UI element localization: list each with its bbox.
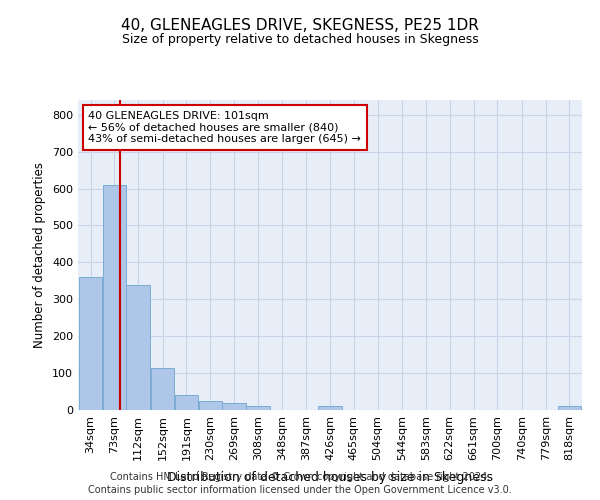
Bar [127,284,150,410]
X-axis label: Distribution of detached houses by size in Skegness: Distribution of detached houses by size … [167,471,493,484]
Bar [246,406,269,410]
Text: Size of property relative to detached houses in Skegness: Size of property relative to detached ho… [122,32,478,46]
Bar [151,368,175,410]
Bar [175,395,198,410]
Bar [558,406,581,410]
Text: 40 GLENEAGLES DRIVE: 101sqm
← 56% of detached houses are smaller (840)
43% of se: 40 GLENEAGLES DRIVE: 101sqm ← 56% of det… [88,111,361,144]
Text: Contains HM Land Registry data © Crown copyright and database right 2024.: Contains HM Land Registry data © Crown c… [110,472,490,482]
Text: 40, GLENEAGLES DRIVE, SKEGNESS, PE25 1DR: 40, GLENEAGLES DRIVE, SKEGNESS, PE25 1DR [121,18,479,32]
Bar [223,402,246,410]
Text: Contains public sector information licensed under the Open Government Licence v3: Contains public sector information licen… [88,485,512,495]
Bar [79,277,102,410]
Bar [103,185,126,410]
Bar [318,406,342,410]
Bar [199,401,222,410]
Y-axis label: Number of detached properties: Number of detached properties [34,162,46,348]
